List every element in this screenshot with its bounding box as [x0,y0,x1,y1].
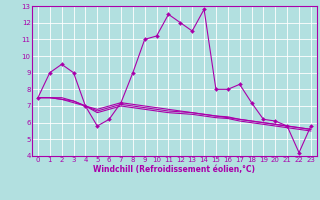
X-axis label: Windchill (Refroidissement éolien,°C): Windchill (Refroidissement éolien,°C) [93,165,255,174]
